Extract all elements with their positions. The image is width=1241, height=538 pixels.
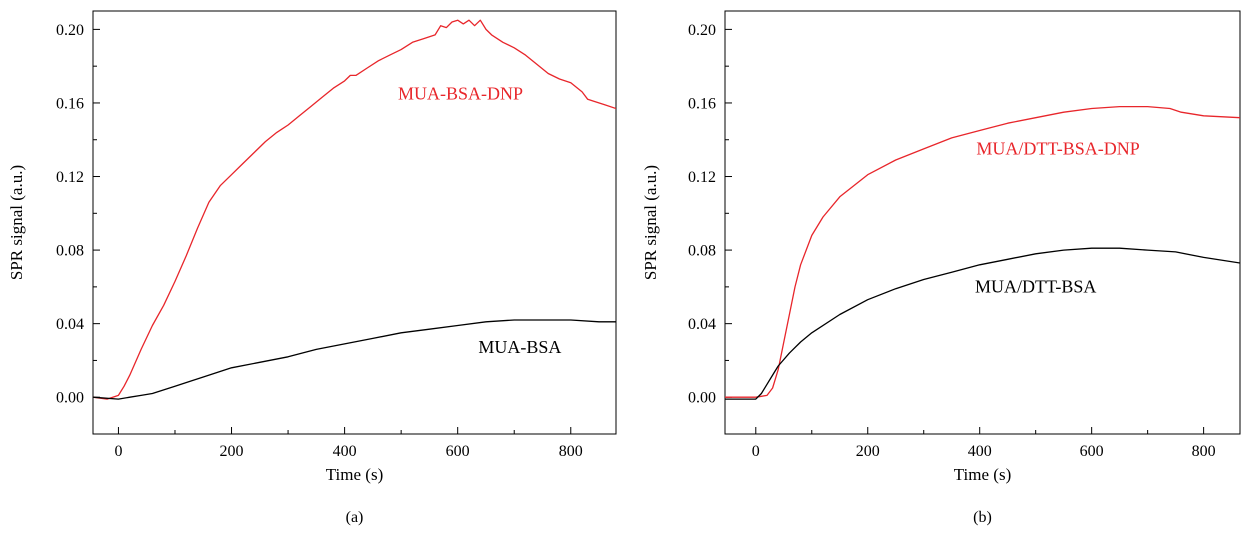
panel-b-label: (b) — [973, 509, 992, 526]
panel-b-x-tick-label-3: 600 — [1080, 443, 1104, 460]
panel-a-label: (a) — [346, 509, 364, 526]
panel-b-series-annotation-0: MUA/DTT-BSA-DNP — [976, 138, 1139, 158]
panel-b: 0 200 400 600 800 0.00 0.04 0.08 0.12 0.16 0.20 Tim… — [641, 10, 1241, 526]
panel-a-x-tick-label-0: 0 — [114, 443, 122, 460]
panel-a-x-tick-label-1: 200 — [220, 443, 244, 460]
panel-b-y-tick-label-5: 0.20 — [688, 22, 716, 39]
panel-a-series-annotation-1: MUA-BSA — [478, 337, 561, 357]
panel-a-x-tick-label-3: 600 — [446, 443, 470, 460]
panel-b-y-tick-label-1: 0.04 — [688, 316, 716, 333]
panel-a-series-line-1 — [93, 319, 616, 400]
panel-b-series-line-0 — [725, 105, 1240, 398]
panel-a-x-tick-label-2: 400 — [333, 443, 357, 460]
panel-b-y-tick-label-3: 0.12 — [688, 169, 716, 186]
panel-b-x-tick-label-0: 0 — [752, 443, 760, 460]
panel-b-x-axis-label: Time (s) — [954, 465, 1011, 484]
panel-b-plot-frame — [724, 10, 1241, 435]
panel-a-y-tick-label-5: 0.20 — [56, 22, 84, 39]
panel-a-y-tick-label-2: 0.08 — [56, 243, 84, 260]
panel-b-y-tick-label-2: 0.08 — [688, 243, 716, 260]
panel-b-x-tick-label-4: 800 — [1192, 443, 1216, 460]
panel-b-series-annotation-1: MUA/DTT-BSA — [975, 276, 1096, 296]
panel-a-x-axis-label: Time (s) — [326, 465, 383, 484]
panel-b-x-tick-label-1: 200 — [856, 443, 880, 460]
panel-a-plot-frame — [92, 10, 617, 435]
panel-b-x-tick-label-2: 400 — [968, 443, 992, 460]
panel-a-y-tick-label-0: 0.00 — [56, 390, 84, 407]
panel-b-y-axis-label: SPR signal (a.u.) — [641, 165, 660, 280]
panel-a-y-tick-label-1: 0.04 — [56, 316, 84, 333]
panel-a: 0 200 400 600 800 0.00 0.04 0.08 0.12 0.16 0.20 Tim… — [7, 10, 617, 526]
panel-a-series-line-0 — [93, 19, 616, 400]
panel-a-series-annotation-0: MUA-BSA-DNP — [398, 83, 523, 103]
panel-b-y-tick-label-0: 0.00 — [688, 390, 716, 407]
panel-a-y-tick-label-4: 0.16 — [56, 95, 84, 112]
panel-a-y-axis-label: SPR signal (a.u.) — [7, 165, 26, 280]
panel-b-y-tick-label-4: 0.16 — [688, 95, 716, 112]
panel-a-y-tick-label-3: 0.12 — [56, 169, 84, 186]
panel-a-x-tick-label-4: 800 — [559, 443, 583, 460]
panel-b-series-line-1 — [725, 247, 1240, 400]
